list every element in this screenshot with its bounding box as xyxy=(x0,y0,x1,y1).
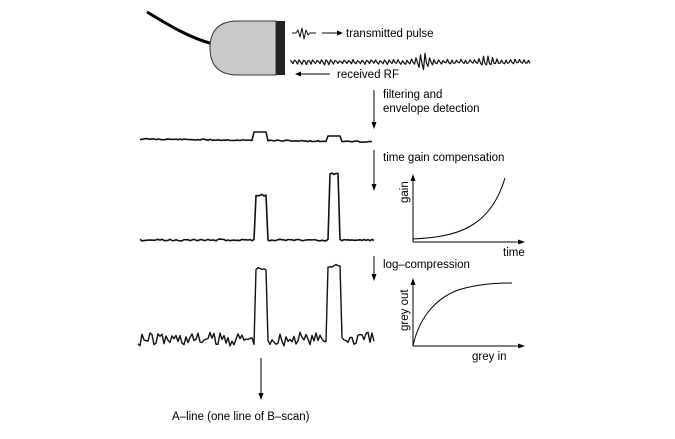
filtering-label-line1: filtering and xyxy=(383,89,442,101)
log-curve xyxy=(413,283,512,346)
down-arrow-log xyxy=(372,256,377,281)
transducer xyxy=(147,12,285,75)
down-arrow-filtering xyxy=(372,90,377,129)
log-compression-label: log–compression xyxy=(383,259,470,271)
transducer-face xyxy=(276,21,285,75)
down-arrow-a-line xyxy=(259,358,264,400)
transducer-cable xyxy=(147,12,213,44)
tgc-gain-plot: gain time xyxy=(399,174,525,259)
filtering-label-line2: envelope detection xyxy=(383,103,480,115)
log-compressed-signal xyxy=(138,265,374,347)
down-arrow-tgc xyxy=(372,150,377,191)
log-curve-plot: grey out grey in xyxy=(399,278,525,363)
envelope-signal xyxy=(140,132,372,142)
log-plot-ylabel: grey out xyxy=(399,289,411,331)
received-rf-label: received RF xyxy=(337,69,399,81)
transducer-body xyxy=(210,21,276,75)
tgc-plot-ylabel: gain xyxy=(399,181,411,203)
tgc-signal xyxy=(140,173,374,241)
received-rf-arrow xyxy=(295,72,330,77)
gain-curve xyxy=(413,178,505,239)
transmitted-pulse-arrow xyxy=(322,31,343,36)
a-line-label: A–line (one line of B–scan) xyxy=(172,411,310,423)
received-rf-waveform xyxy=(290,53,530,69)
transmitted-pulse-waveform xyxy=(292,28,316,39)
tgc-label: time gain compensation xyxy=(383,152,504,164)
tgc-plot-xlabel: time xyxy=(503,247,525,259)
transmitted-pulse-label: transmitted pulse xyxy=(346,28,434,40)
log-plot-xlabel: grey in xyxy=(472,351,507,363)
